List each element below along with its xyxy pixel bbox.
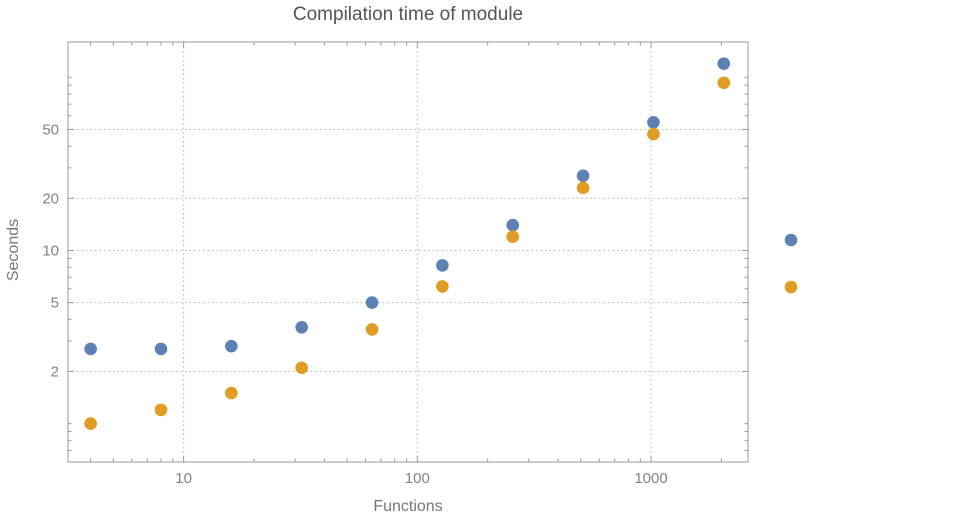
y-tick-label: 10 [42, 242, 59, 259]
data-point-series-1 [225, 339, 238, 353]
y-tick-label: 2 [51, 363, 59, 380]
y-tick-label: 50 [42, 121, 59, 138]
data-point-series-2 [576, 181, 590, 195]
data-point-series-1 [717, 57, 731, 70]
x-tick-label: 1000 [634, 470, 667, 487]
x-axis-label: Functions [373, 498, 443, 515]
data-point-series-1 [506, 218, 520, 232]
data-point-series-1 [365, 296, 379, 309]
data-point-series-2 [225, 386, 238, 400]
chart-title: Compilation time of module [292, 4, 524, 25]
series-2-marker [784, 280, 798, 294]
plot-frame [67, 41, 749, 463]
x-tick-label: 100 [405, 470, 430, 487]
data-point-series-2 [506, 230, 520, 244]
data-point-series-1 [295, 320, 308, 334]
data-point-series-2 [647, 127, 660, 141]
data-point-series-1 [647, 115, 660, 129]
data-point-series-2 [717, 76, 731, 90]
data-point-series-2 [154, 403, 168, 417]
data-point-series-2 [295, 361, 308, 375]
data-point-series-1 [436, 259, 449, 272]
y-tick-label: 5 [51, 295, 59, 312]
data-point-series-1 [84, 342, 97, 356]
series-1-marker [784, 233, 798, 247]
data-point-series-1 [154, 342, 168, 356]
data-point-series-2 [436, 280, 449, 293]
y-tick-label: 20 [42, 190, 59, 207]
x-tick-label: 10 [175, 470, 192, 487]
data-point-series-2 [365, 323, 379, 336]
y-axis-label: Seconds [5, 218, 22, 282]
data-point-series-1 [576, 169, 590, 183]
data-point-series-2 [84, 417, 97, 430]
